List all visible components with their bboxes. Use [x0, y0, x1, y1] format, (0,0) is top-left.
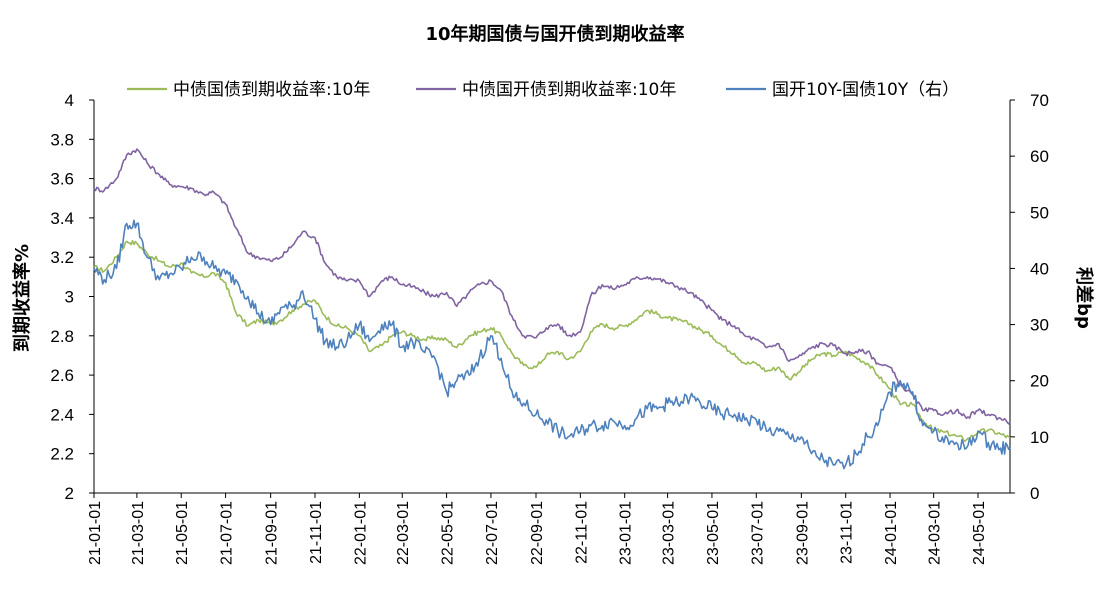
right-y-tick-label: 50 [1030, 203, 1049, 222]
left-y-tick-label: 3.4 [50, 209, 74, 228]
x-tick-label: 21-07-01 [219, 501, 236, 565]
x-tick-label: 23-03-01 [661, 501, 678, 565]
right-y-tick-label: 30 [1030, 316, 1049, 335]
right-y-tick-label: 0 [1030, 484, 1039, 503]
x-tick-label: 21-03-01 [130, 501, 147, 565]
left-y-tick-label: 2.6 [50, 366, 74, 385]
right-y-ticks: 70 60 50 40 30 20 10 0 [1010, 91, 1049, 503]
right-y-tick-label: 10 [1030, 428, 1049, 447]
legend-item-spread: 国开10Y-国债10Y（右） [726, 80, 959, 100]
left-y-tick-label: 3.8 [50, 130, 74, 149]
legend-label: 国开10Y-国债10Y（右） [772, 80, 959, 100]
x-tick-label: 23-05-01 [705, 501, 722, 565]
x-tick-label: 23-09-01 [794, 501, 811, 565]
left-y-ticks: 4 3.8 3.6 3.4 3.2 3 2.8 2.6 2.4 2.2 2 [50, 91, 94, 503]
x-tick-label: 23-01-01 [618, 501, 635, 565]
right-y-tick-label: 40 [1030, 259, 1049, 278]
left-y-tick-label: 4 [65, 91, 74, 110]
left-y-tick-label: 2.4 [50, 405, 74, 424]
x-tick-label: 22-03-01 [395, 501, 412, 565]
legend-label: 中债国开债到期收益率:10年 [462, 80, 676, 100]
right-y-axis-title: 利差bp [1073, 267, 1095, 329]
x-tick-label: 22-07-01 [484, 501, 501, 565]
legend-label: 中债国债到期收益率:10年 [173, 80, 370, 100]
chart-title: 10年期国债与国开债到期收益率 [425, 23, 684, 45]
left-y-axis-title: 到期收益率% [11, 244, 33, 352]
x-tick-label: 23-07-01 [749, 501, 766, 565]
treasury-10y-line [93, 240, 1011, 443]
legend-item-cdb: 中债国开债到期收益率:10年 [416, 80, 676, 100]
x-tick-label: 24-03-01 [927, 501, 944, 565]
right-y-tick-label: 20 [1030, 372, 1049, 391]
right-y-tick-label: 60 [1030, 147, 1049, 166]
x-tick-label: 22-11-01 [573, 501, 590, 564]
series-group [93, 148, 1011, 470]
x-tick-label: 24-01-01 [883, 501, 900, 565]
x-tick-label: 22-09-01 [529, 501, 546, 565]
x-tick-label: 21-11-01 [308, 501, 325, 564]
x-tick-label: 21-05-01 [174, 501, 191, 565]
spread-line [93, 219, 1011, 470]
legend-item-treasury: 中债国债到期收益率:10年 [127, 80, 370, 100]
x-tick-label: 22-01-01 [352, 501, 369, 565]
x-tick-label: 22-05-01 [440, 501, 457, 565]
x-tick-label: 24-05-01 [971, 501, 988, 565]
x-tick-label: 23-11-01 [839, 501, 856, 564]
x-tick-label: 21-09-01 [264, 501, 281, 565]
left-y-tick-label: 2.2 [50, 445, 74, 464]
left-y-tick-label: 2 [65, 484, 74, 503]
right-y-tick-label: 70 [1030, 91, 1049, 110]
x-ticks: 21-01-01 21-03-01 21-05-01 21-07-01 21-09-01… [87, 493, 988, 565]
left-y-tick-label: 3.2 [50, 248, 74, 267]
left-y-tick-label: 3.6 [50, 170, 74, 189]
left-y-tick-label: 2.8 [50, 327, 74, 346]
cdb-10y-line [93, 148, 1011, 425]
legend: 中债国债到期收益率:10年 中债国开债到期收益率:10年 国开10Y-国债10Y（右… [127, 80, 959, 100]
x-tick-label: 21-01-01 [87, 501, 104, 565]
left-y-tick-label: 3 [65, 288, 74, 307]
